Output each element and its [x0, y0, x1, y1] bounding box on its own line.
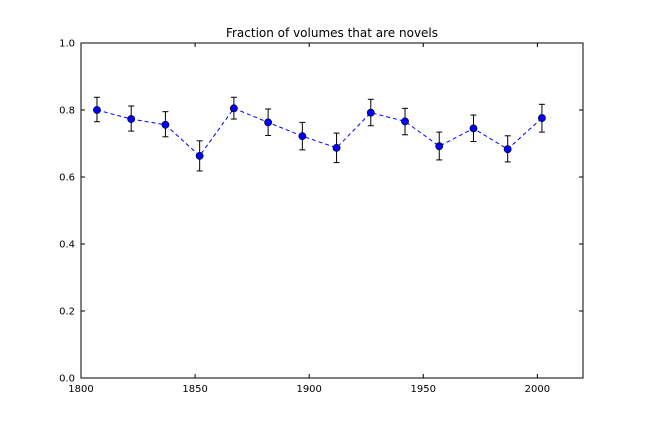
chart-title: Fraction of volumes that are novels [226, 26, 438, 40]
tick-labels-layer: 1800 1850 1900 1950 2000 0.0 0.2 0.4 0.6 0.8 1.0 [59, 39, 550, 396]
data-layer [93, 96, 546, 172]
y-tick-label: 1.0 [59, 39, 75, 50]
data-point [538, 114, 546, 122]
x-tick-label: 2000 [525, 384, 550, 395]
y-tick-label: 0.8 [59, 106, 75, 117]
data-point [435, 142, 444, 151]
data-point [503, 145, 512, 154]
data-point [127, 115, 136, 123]
y-tick-label: 0.0 [59, 374, 75, 385]
data-point [298, 132, 307, 141]
plot-frame [80, 42, 584, 379]
x-tick-label: 1850 [182, 384, 207, 395]
data-point [93, 106, 101, 114]
data-point [366, 108, 375, 117]
y-tick-label: 0.4 [59, 240, 75, 251]
plot-background [81, 43, 583, 378]
y-tick-label: 0.6 [59, 173, 75, 184]
y-tick-label: 0.2 [59, 307, 75, 318]
x-tick-label: 1900 [296, 384, 321, 395]
series-line [96, 107, 543, 157]
data-point [264, 118, 273, 127]
x-tick-label: 1950 [411, 384, 436, 395]
data-point [161, 120, 170, 129]
data-point [469, 124, 478, 133]
data-point [401, 117, 409, 126]
data-point [229, 104, 238, 113]
x-tick-label: 1800 [68, 384, 93, 395]
data-point [332, 143, 341, 152]
data-point [195, 151, 204, 160]
